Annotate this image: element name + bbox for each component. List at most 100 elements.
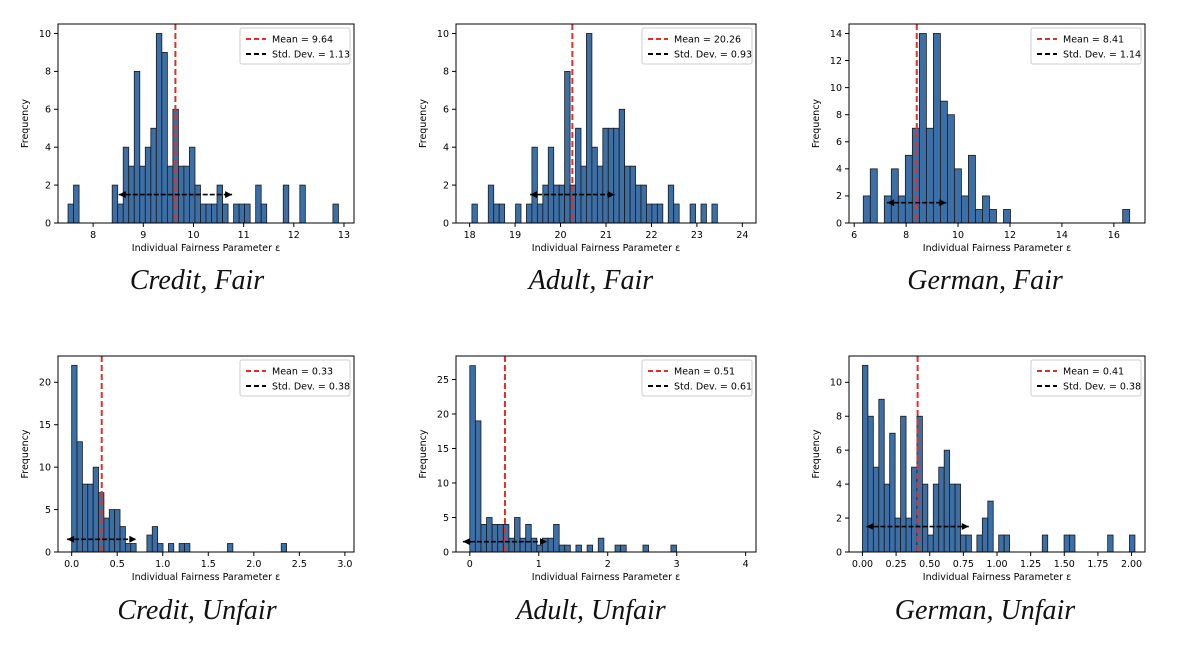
histogram-bar xyxy=(955,484,960,552)
histogram-bar xyxy=(185,544,190,552)
histogram-bar xyxy=(863,196,870,223)
x-tick-label: 12 xyxy=(288,230,300,241)
y-tick-label: 0 xyxy=(443,218,449,229)
y-tick-label: 10 xyxy=(437,29,449,40)
histogram-bar xyxy=(488,185,493,223)
histogram-bar xyxy=(145,147,151,223)
x-tick-label: 0 xyxy=(467,559,473,570)
histogram-bar xyxy=(123,147,129,223)
x-tick-label: 9 xyxy=(140,230,146,241)
histogram-bar xyxy=(481,524,487,552)
chart-caption: Credit, Unfair xyxy=(0,595,394,627)
histogram-bar xyxy=(891,169,898,223)
x-tick-label: 0.75 xyxy=(953,559,974,570)
y-tick-label: 10 xyxy=(830,378,842,389)
histogram-bar xyxy=(615,545,621,552)
legend-mean-label: Mean = 0.41 xyxy=(1063,367,1124,378)
legend-std-label: Std. Dev. = 0.38 xyxy=(272,382,350,393)
histogram-bar xyxy=(179,544,184,552)
histogram-bar xyxy=(890,433,895,552)
x-tick-label: 0.0 xyxy=(64,559,79,570)
histogram-bar xyxy=(977,535,982,552)
histogram-bar xyxy=(487,517,493,552)
histogram-bar xyxy=(532,147,537,223)
x-tick-label: 20 xyxy=(554,230,566,241)
histogram-bar xyxy=(592,147,597,223)
histogram-bar xyxy=(565,545,571,552)
y-axis-label: Frequency xyxy=(20,99,31,148)
histogram-bar xyxy=(619,109,624,223)
histogram-bar xyxy=(701,204,706,223)
histogram-bar xyxy=(576,128,581,223)
histogram-bar xyxy=(870,169,877,223)
y-tick-label: 0 xyxy=(45,218,51,229)
y-tick-label: 0 xyxy=(836,218,842,229)
histogram-bar xyxy=(74,185,80,223)
histogram-bar xyxy=(603,128,608,223)
histogram-bar xyxy=(151,128,157,223)
x-axis-label: Individual Fairness Parameter ε xyxy=(132,243,280,254)
y-tick-label: 0 xyxy=(836,547,842,558)
histogram-bar xyxy=(526,204,531,223)
histogram-bar xyxy=(200,204,206,223)
y-axis-label: Frequency xyxy=(418,429,429,478)
x-tick-label: 19 xyxy=(509,230,521,241)
histogram-bar xyxy=(554,524,560,552)
histogram-bar xyxy=(526,524,532,552)
histogram-bar xyxy=(652,204,657,223)
histogram-bar xyxy=(559,545,565,552)
histogram-bar xyxy=(1108,535,1113,552)
x-tick-label: 18 xyxy=(464,230,476,241)
x-tick-label: 0.50 xyxy=(919,559,940,570)
x-tick-label: 3 xyxy=(674,559,680,570)
histogram-bar xyxy=(961,535,966,552)
legend: Mean = 8.41 Std. Dev. = 1.14 xyxy=(1031,28,1141,64)
legend-std-label: Std. Dev. = 1.14 xyxy=(1063,50,1141,61)
histogram-bar xyxy=(234,204,240,223)
histogram-bar xyxy=(548,538,554,552)
histogram-bar xyxy=(82,484,87,552)
histogram-bar xyxy=(195,185,201,223)
histogram-bar xyxy=(587,545,593,552)
histogram-bar xyxy=(470,366,476,552)
y-tick-label: 2 xyxy=(836,191,842,202)
y-axis-label: Frequency xyxy=(20,429,31,478)
histogram-bar xyxy=(115,510,120,552)
histogram-bar xyxy=(641,185,646,223)
histogram-bar xyxy=(499,204,504,223)
y-tick-label: 10 xyxy=(39,29,51,40)
histogram-bar xyxy=(944,450,949,552)
y-tick-label: 12 xyxy=(830,56,842,67)
x-tick-label: 12 xyxy=(1004,230,1016,241)
histogram-bar xyxy=(261,204,267,223)
x-tick-label: 11 xyxy=(238,230,250,241)
chart-caption: German, Unfair xyxy=(788,595,1182,627)
legend-mean-label: Mean = 20.26 xyxy=(674,35,741,46)
chart-panel: 6 8 10 12 14 1602468101214Individual Fairness… xyxy=(811,24,1145,254)
y-tick-label: 2 xyxy=(443,180,449,191)
x-axis-label: Individual Fairness Parameter ε xyxy=(132,572,280,583)
histogram-bar xyxy=(509,538,515,552)
x-tick-label: 1.5 xyxy=(201,559,216,570)
histogram-bar xyxy=(206,204,212,223)
x-tick-label: 6 xyxy=(851,230,857,241)
x-tick-label: 21 xyxy=(600,230,612,241)
histogram-bar xyxy=(690,204,695,223)
x-tick-label: 10 xyxy=(187,230,199,241)
legend-mean-label: Mean = 8.41 xyxy=(1063,35,1124,46)
histogram-bar xyxy=(895,518,900,552)
legend: Mean = 0.51Std. Dev. = 0.61 xyxy=(642,360,752,396)
y-tick-label: 2 xyxy=(45,180,51,191)
std-dev-arrowhead-right xyxy=(225,191,232,198)
y-tick-label: 14 xyxy=(830,29,842,40)
histogram-bar xyxy=(104,518,109,552)
histogram-bar xyxy=(961,196,968,223)
histogram-bar xyxy=(109,510,114,552)
x-axis-label: Individual Fairness Parameter ε xyxy=(923,243,1071,254)
x-tick-label: 1.50 xyxy=(1054,559,1075,570)
histogram-bar xyxy=(643,545,649,552)
x-tick-label: 3.0 xyxy=(337,559,352,570)
y-axis-label: Frequency xyxy=(811,429,822,478)
histogram-bar xyxy=(968,155,975,223)
